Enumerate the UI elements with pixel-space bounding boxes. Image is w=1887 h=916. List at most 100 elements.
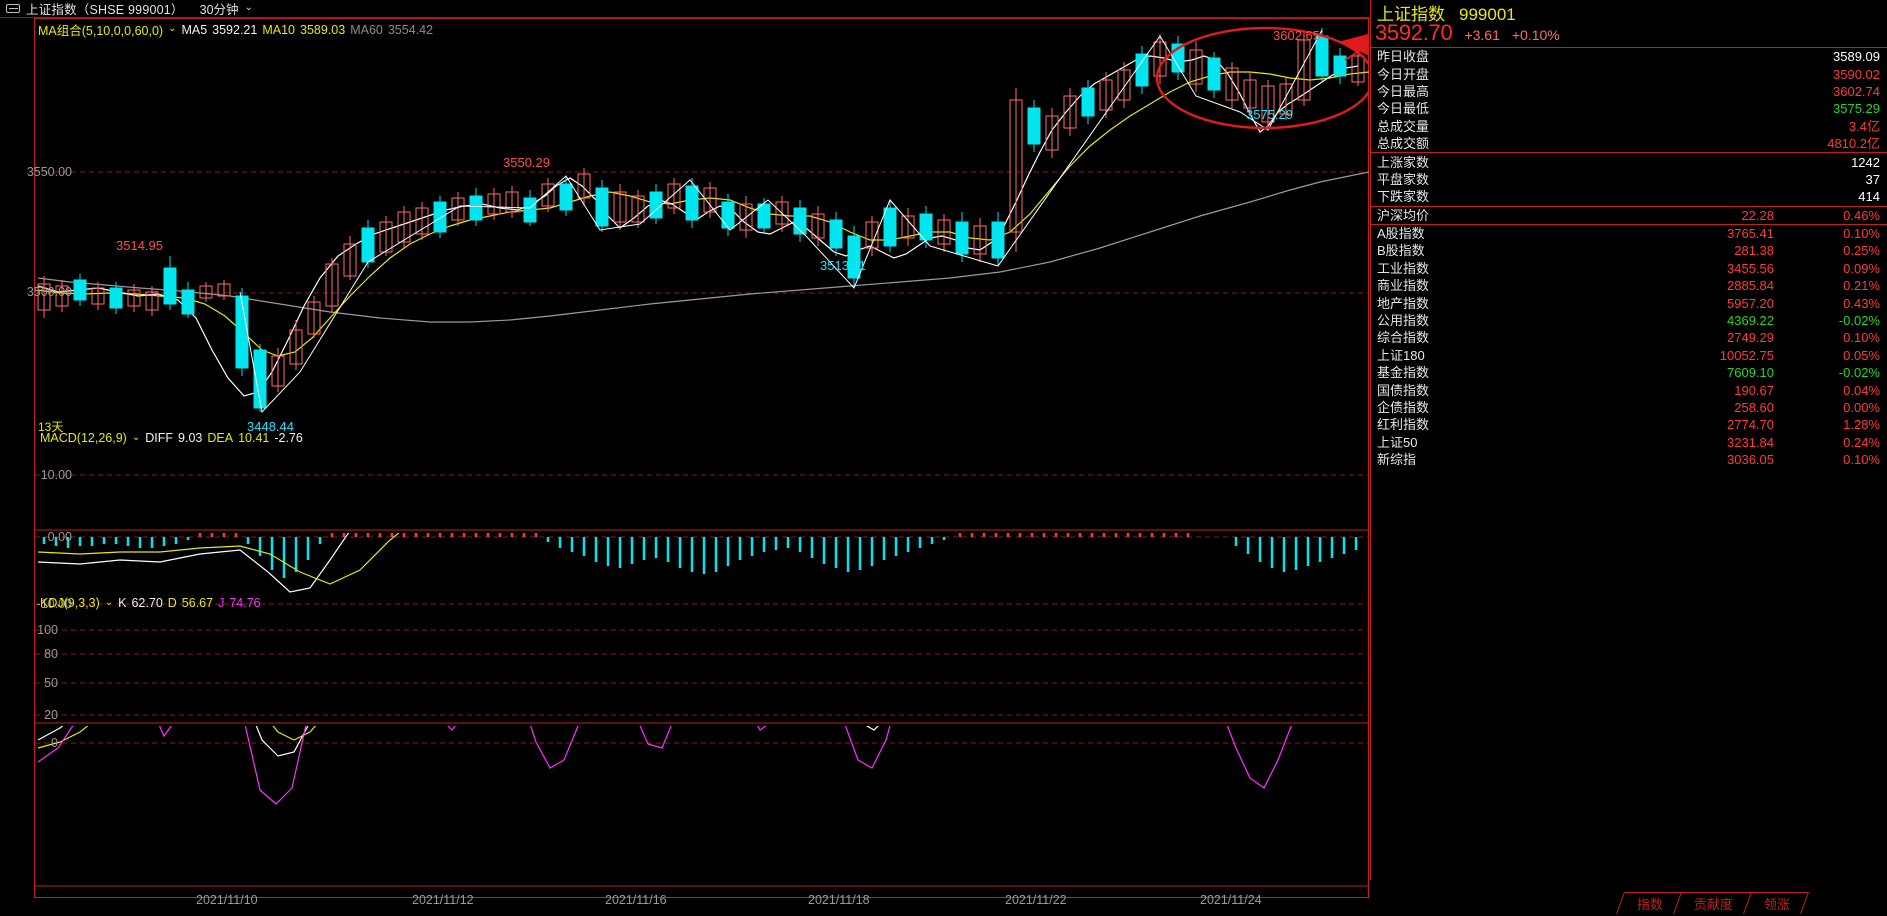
chevron-down-icon[interactable]: ⌄ bbox=[168, 23, 177, 34]
market-breadth-group: 上涨家数 1242 平盘家数 37 下跌家数 414 bbox=[1371, 153, 1887, 207]
row-value: 37 bbox=[1865, 171, 1880, 187]
quote-stat-row[interactable]: 今日开盘 3590.02 bbox=[1371, 65, 1887, 82]
chevron-down-icon[interactable]: ⌄ bbox=[244, 2, 253, 13]
sub-index-row[interactable]: 基金指数 7609.10 -0.02% bbox=[1371, 364, 1887, 381]
macd-axis-tick: 0.00 bbox=[47, 530, 72, 544]
row-percent: 0.04% bbox=[1843, 382, 1880, 398]
row-value: 10052.75 bbox=[1719, 347, 1774, 363]
row-value: 3575.29 bbox=[1833, 101, 1880, 117]
sub-index-row[interactable]: A股指数 3765.41 0.10% bbox=[1371, 225, 1887, 242]
quote-panel-header: 上证指数 999001 bbox=[1371, 0, 1887, 24]
row-percent: 0.10% bbox=[1843, 330, 1880, 346]
chevron-down-icon[interactable]: ⌄ bbox=[131, 431, 141, 443]
quote-stat-row[interactable]: 总成交额 4810.2亿 bbox=[1371, 135, 1887, 152]
row-value: 4369.22 bbox=[1727, 313, 1774, 329]
row-label: 今日开盘 bbox=[1377, 66, 1430, 82]
ma10-label: MA10 bbox=[262, 22, 295, 37]
date-axis-tick: 2021/11/18 bbox=[808, 893, 870, 907]
row-label: 下跌家数 bbox=[1377, 189, 1430, 205]
sub-index-row[interactable]: 商业指数 2885.84 0.21% bbox=[1371, 277, 1887, 294]
row-percent: 0.25% bbox=[1843, 243, 1880, 259]
sub-index-row[interactable]: B股指数 281.38 0.25% bbox=[1371, 242, 1887, 259]
row-value: 1242 bbox=[1851, 154, 1880, 170]
tab-leaders[interactable]: 领涨 bbox=[1744, 892, 1810, 914]
row-label: 红利指数 bbox=[1377, 417, 1430, 433]
row-value: 4810.2亿 bbox=[1827, 136, 1880, 152]
row-label: 总成交量 bbox=[1377, 118, 1430, 134]
row-percent: -0.02% bbox=[1838, 365, 1880, 381]
kdj-d-value: 56.67 bbox=[181, 596, 214, 610]
macd-diff-value: 9.03 bbox=[178, 431, 203, 445]
macd-diff-label: DIFF bbox=[145, 431, 174, 445]
kdj-j-label: J bbox=[218, 596, 225, 610]
breadth-row[interactable]: 下跌家数 414 bbox=[1371, 188, 1887, 205]
row-value: 3231.84 bbox=[1727, 434, 1774, 450]
sub-index-group: A股指数 3765.41 0.10% B股指数 281.38 0.25% 工业指数 3455.… bbox=[1371, 225, 1887, 468]
macd-indicator-name[interactable]: MACD(12,26,9) bbox=[40, 431, 127, 445]
tab-contribution[interactable]: 贡献度 bbox=[1674, 892, 1753, 914]
row-label: 平盘家数 bbox=[1377, 171, 1430, 187]
kdj-k-label: K bbox=[118, 596, 127, 610]
kdj-axis-tick: 50 bbox=[44, 676, 58, 690]
sub-index-row[interactable]: 新综指 3036.05 0.10% bbox=[1371, 451, 1887, 468]
row-value: 3590.02 bbox=[1833, 66, 1880, 82]
row-value: 258.60 bbox=[1734, 400, 1774, 415]
row-value: 3589.09 bbox=[1833, 49, 1880, 65]
sub-index-row[interactable]: 上证50 3231.84 0.24% bbox=[1371, 434, 1887, 451]
quote-panel: 上证指数 999001 3592.70 +3.61 +0.10% 昨日收盘 358… bbox=[1370, 0, 1887, 880]
date-axis-tick: 2021/11/24 bbox=[1200, 893, 1262, 907]
row-label: A股指数 bbox=[1377, 226, 1425, 242]
ma60-value: 3554.42 bbox=[387, 22, 434, 37]
period-selector[interactable]: 30分钟 bbox=[199, 3, 239, 17]
sub-index-row[interactable]: 红利指数 2774.70 1.28% bbox=[1371, 416, 1887, 433]
quote-stat-row[interactable]: 今日最低 3575.29 bbox=[1371, 100, 1887, 117]
annotation-period-low: 3448.44 bbox=[247, 419, 294, 434]
tab-index[interactable]: 指数 bbox=[1615, 892, 1683, 914]
row-percent: 0.10% bbox=[1843, 452, 1880, 468]
quote-instrument-code: 999001 bbox=[1459, 5, 1516, 24]
sub-index-row[interactable]: 公用指数 4369.22 -0.02% bbox=[1371, 312, 1887, 329]
window-icon bbox=[6, 4, 20, 13]
quote-stat-row[interactable]: 昨日收盘 3589.09 bbox=[1371, 48, 1887, 65]
sub-index-row[interactable]: 地产指数 5957.20 0.43% bbox=[1371, 294, 1887, 311]
macd-dea-label: DEA bbox=[207, 431, 234, 445]
tab-index-label: 指数 bbox=[1636, 897, 1663, 912]
row-percent: 0.21% bbox=[1843, 278, 1880, 294]
instrument-title: 上证指数（SHSE 999001） bbox=[26, 3, 184, 17]
breadth-row[interactable]: 平盘家数 37 bbox=[1371, 171, 1887, 188]
sub-index-row[interactable]: 国债指数 190.67 0.04% bbox=[1371, 381, 1887, 398]
row-value: 3.4亿 bbox=[1848, 118, 1880, 134]
quote-stat-row[interactable]: 总成交量 3.4亿 bbox=[1371, 118, 1887, 135]
row-label: 总成交额 bbox=[1377, 136, 1430, 152]
sub-index-row[interactable]: 工业指数 3455.56 0.09% bbox=[1371, 260, 1887, 277]
row-label: 商业指数 bbox=[1377, 278, 1430, 294]
sub-index-row[interactable]: 综合指数 2749.29 0.10% bbox=[1371, 329, 1887, 346]
quote-change-pct: +0.10% bbox=[1511, 27, 1560, 43]
row-value: 3602.74 bbox=[1833, 83, 1880, 99]
macd-legend: MACD(12,26,9) ⌄ DIFF 9.03 DEA 10.41 -2.7… bbox=[40, 431, 303, 445]
chevron-down-icon[interactable]: ⌄ bbox=[104, 596, 114, 608]
row-label: 基金指数 bbox=[1377, 365, 1430, 381]
quote-instrument-name: 上证指数 bbox=[1377, 5, 1445, 24]
ma5-value: 3592.21 bbox=[212, 22, 258, 37]
sub-index-row[interactable]: 企债指数 258.60 0.00% bbox=[1371, 399, 1887, 416]
sub-index-row[interactable]: 上证180 10052.75 0.05% bbox=[1371, 347, 1887, 364]
average-price-group: 沪深均价 22.28 0.46% bbox=[1371, 207, 1887, 225]
breadth-row[interactable]: 上涨家数 1242 bbox=[1371, 153, 1887, 170]
row-percent: 0.00% bbox=[1843, 400, 1880, 415]
date-axis-tick: 2021/11/16 bbox=[605, 893, 667, 907]
price-axis-tick: 3550.00 bbox=[26, 165, 72, 179]
annotation-days-marker: 13天 bbox=[38, 420, 64, 434]
row-percent: 0.43% bbox=[1843, 295, 1880, 311]
chart-frame bbox=[34, 18, 1369, 898]
average-price-row[interactable]: 沪深均价 22.28 0.46% bbox=[1371, 207, 1887, 224]
row-label: 工业指数 bbox=[1377, 260, 1430, 276]
quote-summary: 3592.70 +3.61 +0.10% bbox=[1371, 20, 1887, 48]
row-value: 3036.05 bbox=[1727, 452, 1774, 468]
ma-indicator-name[interactable]: MA组合(5,10,0,0,60,0) bbox=[38, 24, 164, 38]
kdj-j-value: 74.76 bbox=[229, 596, 261, 610]
kdj-d-label: D bbox=[167, 596, 177, 610]
row-value: 2749.29 bbox=[1727, 330, 1774, 346]
kdj-indicator-name[interactable]: KDJ(9,3,3) bbox=[40, 596, 100, 610]
quote-stat-row[interactable]: 今日最高 3602.74 bbox=[1371, 83, 1887, 100]
